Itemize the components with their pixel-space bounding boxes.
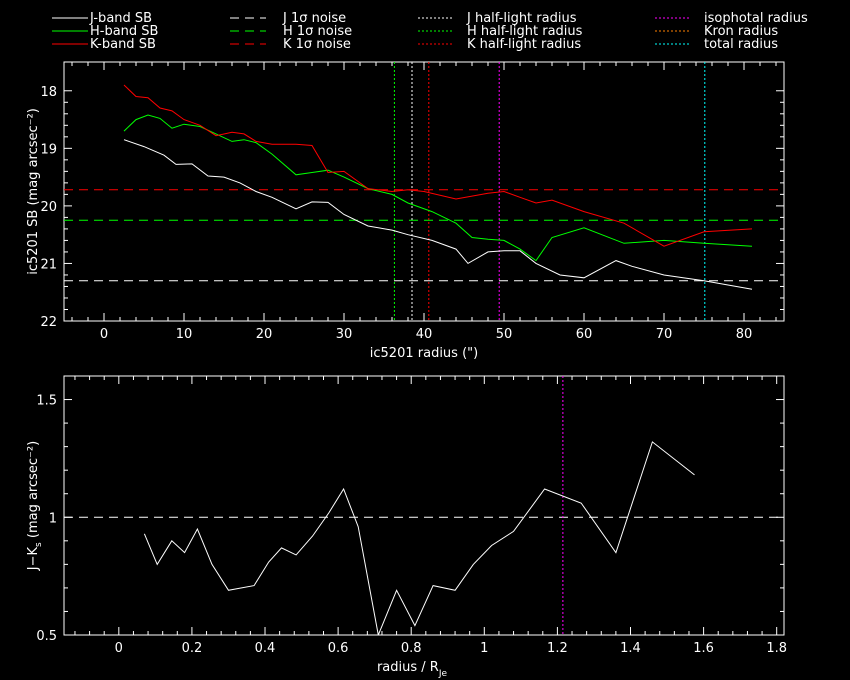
- legend-label: H 1σ noise: [283, 24, 352, 39]
- x-tick-label: 10: [176, 327, 193, 342]
- x-tick-label: 20: [256, 327, 273, 342]
- x-tick-label: 0.4: [255, 641, 276, 656]
- series-line: [143, 441, 695, 635]
- x-tick-label: 40: [416, 327, 433, 342]
- x-tick-label: 0.6: [328, 641, 349, 656]
- y-axis-label: ic5201 SB (mag arcsec⁻²): [26, 108, 41, 275]
- y-tick-label: 20: [40, 200, 57, 215]
- legend-label: J 1σ noise: [282, 11, 346, 26]
- x-tick-label: 1: [480, 641, 488, 656]
- x-tick-label: 50: [496, 327, 513, 342]
- y-tick-label: 0.5: [36, 629, 57, 644]
- x-tick-label: 0.2: [182, 641, 203, 656]
- y-tick-label: 1.5: [36, 394, 57, 409]
- x-tick-label: 0: [115, 641, 123, 656]
- y-tick-label: 1: [49, 511, 57, 526]
- series-line: [123, 139, 753, 290]
- x-tick-label: 1.6: [693, 641, 714, 656]
- legend-label: K-band SB: [90, 37, 156, 52]
- x-axis-label: ic5201 radius ("): [370, 346, 478, 361]
- x-tick-label: 1.2: [547, 641, 568, 656]
- legend-label: J-band SB: [89, 11, 152, 26]
- legend-label: Kron radius: [704, 24, 778, 39]
- series-line: [123, 84, 753, 247]
- y-axis-label: J−Ks (mag arcsec⁻²): [26, 441, 44, 571]
- x-axis-label-main: radius / R: [377, 660, 439, 675]
- x-tick-label: 30: [336, 327, 353, 342]
- x-tick-label: 80: [736, 327, 753, 342]
- legend-label: H-band SB: [90, 24, 158, 39]
- y-tick-label: 22: [40, 315, 57, 330]
- data-layer: [64, 62, 784, 321]
- panel-2: 0 0.2 0.4 0.6 0.8 1 1.2 1.4 1.6 1.8 0.5 1 1.5 radius …: [26, 375, 787, 679]
- legend-label: H half-light radius: [467, 24, 583, 39]
- panel-1: 0 10 20 30 40 50 60 70 80 18 19 20 21 22 ic5201 radius…: [26, 61, 785, 361]
- x-tick-label: 60: [576, 327, 593, 342]
- series-line: [123, 114, 753, 262]
- x-axis-label-sub: Je: [438, 669, 448, 679]
- y-axis-label-main: J−K: [26, 546, 41, 571]
- y-axis-label-tail: (mag arcsec⁻²): [26, 441, 41, 542]
- x-tick-label: 1.4: [620, 641, 641, 656]
- plot-frame: [63, 375, 785, 636]
- y-tick-label: 21: [40, 257, 57, 272]
- legend-label: K half-light radius: [467, 37, 581, 52]
- x-tick-label: 0.8: [401, 641, 422, 656]
- legend-label: total radius: [704, 37, 778, 52]
- x-axis-label: radius / RJe: [377, 660, 448, 679]
- legend-label: isophotal radius: [704, 11, 808, 26]
- y-tick-label: 19: [40, 142, 57, 157]
- x-tick-label: 0: [100, 327, 108, 342]
- y-tick-label: 18: [40, 85, 57, 100]
- y-axis-label-sub: s: [34, 542, 44, 547]
- legend-label: J half-light radius: [466, 11, 577, 26]
- x-tick-label: 1.8: [766, 641, 787, 656]
- legend-label: K 1σ noise: [283, 37, 351, 52]
- x-tick-label: 70: [656, 327, 673, 342]
- data-layer: [64, 376, 784, 635]
